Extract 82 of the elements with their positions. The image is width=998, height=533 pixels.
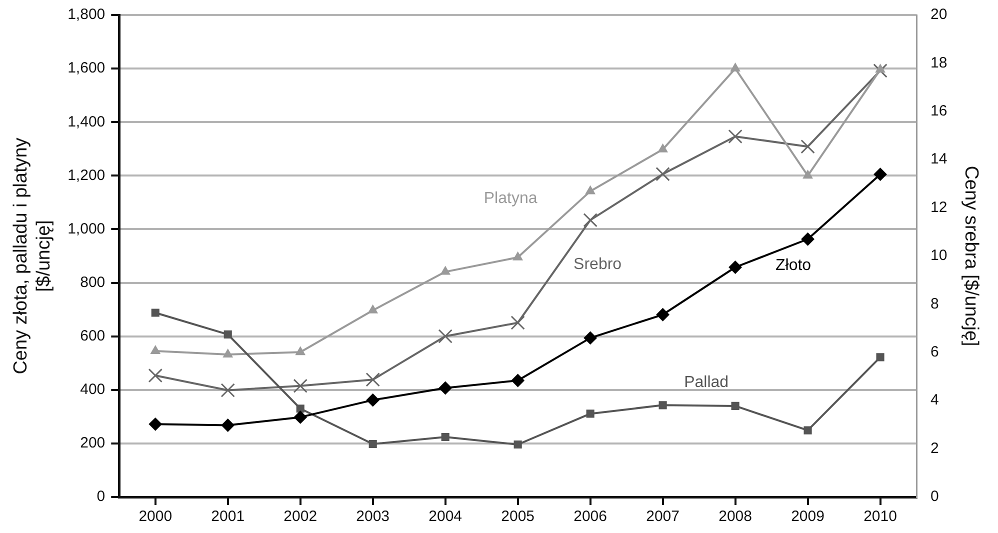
point <box>800 139 815 154</box>
y-tick-label: 0 <box>96 488 106 506</box>
point <box>586 410 594 418</box>
y2-tick-label: 6 <box>930 344 939 361</box>
point <box>296 404 304 413</box>
point <box>731 402 740 410</box>
point <box>293 378 308 394</box>
y2-tick-label: 12 <box>930 198 948 216</box>
x-tick-label: 2010 <box>864 508 897 526</box>
point <box>148 418 162 431</box>
y-tick-label: 1,800 <box>68 6 106 24</box>
point <box>656 166 670 182</box>
point <box>876 353 884 362</box>
point <box>510 316 525 330</box>
x-tick-label: 2009 <box>791 508 824 526</box>
point <box>151 308 160 317</box>
point <box>875 64 886 73</box>
x-tick-label: 2003 <box>356 508 390 526</box>
point <box>584 331 597 344</box>
x-tick-label: 2007 <box>646 508 680 526</box>
y2-tick-label: 0 <box>930 488 939 506</box>
point <box>658 401 667 410</box>
x-tick-label: 2004 <box>428 508 462 526</box>
y2-tick-label: 2 <box>930 440 939 457</box>
series-label: Platyna <box>484 190 538 208</box>
point <box>658 144 668 152</box>
point <box>150 346 160 354</box>
point <box>728 260 742 274</box>
series-label: Pallad <box>684 374 729 392</box>
y2-tick-label: 8 <box>930 295 939 312</box>
y-tick-label: 200 <box>80 434 106 452</box>
x-tick-label: 2000 <box>138 508 172 526</box>
point <box>441 432 450 442</box>
series-label: Złoto <box>775 257 812 274</box>
point <box>583 212 598 228</box>
point <box>656 308 670 322</box>
point <box>366 372 380 387</box>
point <box>440 266 450 275</box>
point <box>514 440 522 449</box>
y-tick-label: 1,600 <box>68 60 106 77</box>
x-tick-label: 2008 <box>718 508 752 526</box>
point <box>224 330 232 338</box>
y-tick-label: 1,400 <box>68 113 106 130</box>
point <box>221 418 234 432</box>
y2-axis-title: Ceny srebra [$/uncję] <box>960 166 982 346</box>
y-tick-label: 400 <box>80 381 106 398</box>
y-tick-label: 600 <box>80 327 106 344</box>
point <box>368 440 377 448</box>
point <box>874 168 887 181</box>
point <box>368 304 378 314</box>
y2-tick-label: 16 <box>930 102 948 120</box>
point <box>438 329 452 344</box>
point <box>802 170 813 179</box>
point <box>873 64 888 78</box>
point <box>438 382 452 395</box>
y2-tick-label: 4 <box>930 392 939 409</box>
x-tick-label: 2001 <box>211 508 245 526</box>
point <box>220 383 235 398</box>
series-label: Srebro <box>574 256 622 273</box>
y2-tick-label: 14 <box>930 150 948 168</box>
point <box>294 410 307 424</box>
point <box>801 232 814 246</box>
x-tick-label: 2002 <box>284 508 318 526</box>
point <box>730 63 740 72</box>
point <box>366 394 380 407</box>
point <box>512 252 523 260</box>
y-tick-label: 800 <box>80 274 106 291</box>
point <box>223 349 233 358</box>
point <box>728 129 742 144</box>
x-tick-label: 2005 <box>501 508 535 526</box>
y-tick-label: 1,000 <box>68 220 106 238</box>
y2-tick-label: 10 <box>930 247 948 264</box>
x-tick-label: 2006 <box>574 508 608 526</box>
y-axis-title: Ceny złota, palladu i platyny [$/uncję] <box>10 137 54 374</box>
point <box>804 426 812 434</box>
point <box>148 368 162 383</box>
point <box>296 346 306 356</box>
point <box>585 186 596 194</box>
y2-tick-label: 20 <box>930 6 948 24</box>
y2-tick-label: 18 <box>930 54 948 72</box>
y-tick-label: 1,200 <box>68 166 106 184</box>
point <box>511 374 524 388</box>
